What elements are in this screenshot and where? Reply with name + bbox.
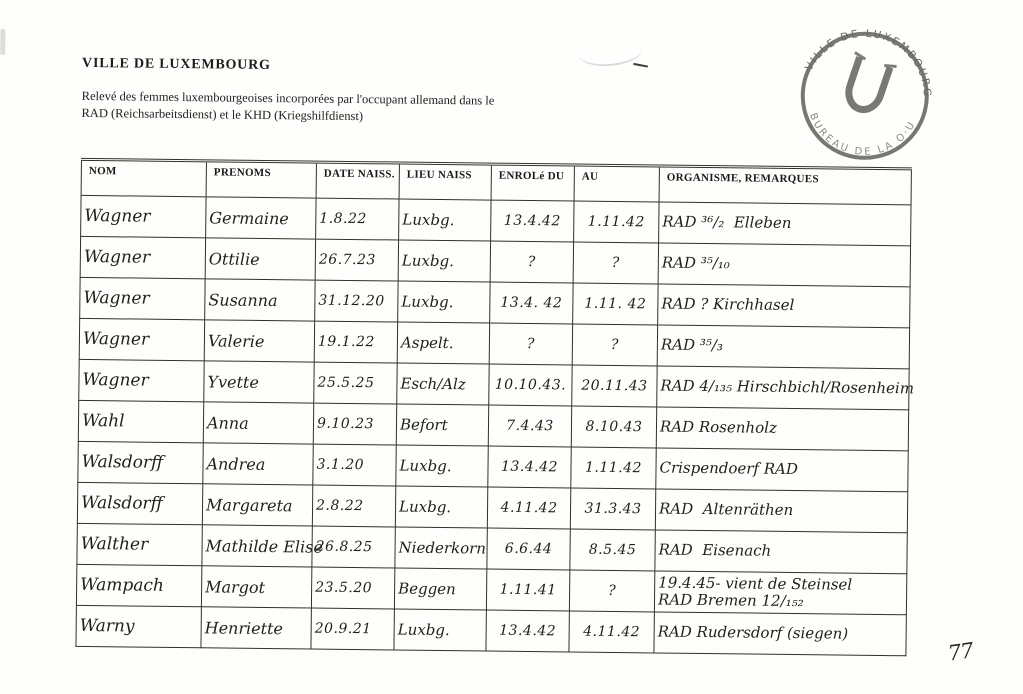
stamp-arc-top: · VILLE DE LUXEMBOURG · [788,1,945,105]
cell-au: ? [572,323,658,366]
cell-enrole_du: ? [489,323,573,365]
cell-nom: Wahl [78,400,204,443]
column-header-nom: NOM [81,159,207,197]
cell-au: 1.11. 42 [572,282,659,325]
cell-nom: Walsdorff [77,482,203,525]
cell-enrole_du: 1.11.41 [486,569,570,611]
cell-organisme: Crispendoerf RAD [655,447,909,492]
cell-nom: Wagner [80,195,207,238]
document-title: VILLE DE LUXEMBOURG [81,55,271,74]
official-stamp: · VILLE DE LUXEMBOURG · BUREAU DE LA O·U [779,1,950,181]
cell-organisme: RAD Rosenholz [656,406,909,451]
cell-enrole_du: 6.6.44 [486,528,571,570]
cell-organisme: RAD 4/₁₃₅ Hirschbichl/Rosenheim [656,365,914,410]
cell-prenoms: Margareta [202,483,313,527]
cell-au: 4.11.42 [568,610,655,653]
cell-lieu_naiss: Luxbg. [397,281,491,324]
cell-organisme: 19.4.45- vient de Steinsel RAD Bremen 12… [654,570,907,615]
register-table: NOM PRENOMS DATE NAISS. LIEU NAISS ENROLé DU… [75,158,914,656]
cell-prenoms: Margot [201,565,312,609]
cell-prenoms: Ottilie [205,237,316,281]
page-number: 77 [946,638,975,666]
column-header-lieu_naiss: LIEU NAISS [399,163,492,201]
column-header-organisme: ORGANISME, REMARQUES [659,165,912,205]
cell-nom: Wampach [76,564,202,607]
cell-date_naiss: 31.12.20 [314,280,399,323]
cell-prenoms: Mathilde Elise [201,524,323,568]
cell-nom: Walsdorff [77,441,204,484]
cell-date_naiss: 26.7.23 [315,239,399,282]
cell-lieu_naiss: Befort [396,404,489,447]
column-header-enrole_du: ENROLé DU [491,164,575,201]
cell-lieu_naiss: Luxbg. [398,199,492,242]
stamp-graphic: · VILLE DE LUXEMBOURG · BUREAU DE LA O·U [788,1,945,166]
cell-lieu_naiss: Esch/Alz [396,363,490,406]
cell-lieu_naiss: Luxbg. [395,444,489,488]
cell-lieu_naiss: Luxbg. [395,485,488,529]
cell-nom: Wagner [78,359,205,402]
column-header-prenoms: PRENOMS [206,160,317,199]
cell-au: 20.11.43 [571,364,658,407]
horseshoe-u-icon [845,51,897,113]
cell-organisme: RAD Eisenach [654,529,908,574]
cell-nom: Walther [76,523,203,566]
cell-nom: Wagner [79,318,205,361]
cell-enrole_du: 4.11.42 [487,487,571,529]
cell-organisme: RAD ³⁵/₃ [657,324,910,369]
cell-au: ? [573,241,659,284]
cell-organisme: RAD ³⁶/₂ Elleben [658,201,912,246]
cell-nom: Warny [75,605,202,648]
cell-lieu_naiss: Luxbg. [393,608,487,652]
table-body: Wagner Germaine 1.8.22 Luxbg. 13.4.42 1.11.42… [75,195,914,656]
cell-prenoms: Germaine [205,196,317,240]
cell-prenoms: Andrea [202,442,314,486]
cell-date_naiss: 19.1.22 [314,321,398,364]
document-subtitle: Relevé des femmes luxembourgeoises incor… [81,88,495,123]
cell-organisme: RAD ³⁵/₁₀ [658,242,911,287]
cell-au: 31.3.43 [570,487,656,530]
cell-lieu_naiss: Niederkorn [394,526,488,570]
cell-date_naiss: 23.5.20 [311,567,395,609]
column-header-au: AU [574,165,660,202]
cell-lieu_naiss: Luxbg. [398,240,491,283]
cell-enrole_du: 13.4.42 [490,200,575,242]
cell-date_naiss: 25.5.25 [313,362,398,405]
column-header-date_naiss: DATE NAISS. [316,162,400,200]
cell-prenoms: Yvette [203,360,315,404]
cell-enrole_du: 13.4. 42 [489,282,574,324]
cell-date_naiss: 1.8.22 [315,198,400,241]
cell-enrole_du: 7.4.43 [488,405,572,447]
cell-lieu_naiss: Aspelt. [397,322,490,365]
cell-prenoms: Anna [203,401,314,445]
cell-au: ? [569,569,655,612]
cell-enrole_du: 10.10.43. [488,364,573,406]
table-row: Warny Henriette 20.9.21 Luxbg. 13.4.42 4.11.4… [75,605,907,656]
cell-date_naiss: 26.8.25 [311,526,396,568]
cell-lieu_naiss: Beggen [394,567,487,611]
cell-au: 1.11.42 [573,200,660,243]
cell-organisme: RAD ? Kirchhasel [657,283,911,328]
svg-text:· VILLE DE LUXEMBOURG ·: · VILLE DE LUXEMBOURG · [788,10,945,105]
cell-prenoms: Valerie [204,319,315,363]
cell-prenoms: Henriette [200,606,312,650]
scan-artifact-smudge [0,28,6,56]
cell-nom: Wagner [79,277,206,320]
cell-nom: Wagner [80,236,206,279]
cell-au: 8.5.45 [569,528,656,571]
cell-enrole_du: 13.4.42 [487,446,572,488]
cell-date_naiss: 3.1.20 [312,444,397,486]
cell-date_naiss: 20.9.21 [310,608,395,650]
cell-date_naiss: 9.10.23 [313,403,397,445]
scan-artifact-dash [632,62,649,69]
cell-au: 1.11.42 [570,446,657,489]
cell-enrole_du: 13.4.42 [485,610,570,652]
cell-organisme: RAD Rudersdorf (siegen) [653,611,907,656]
cell-enrole_du: ? [490,241,574,283]
cell-au: 8.10.43 [571,405,657,448]
cell-organisme: RAD Altenräthen [655,488,908,533]
cell-prenoms: Susanna [204,278,316,322]
cell-date_naiss: 2.8.22 [312,485,396,527]
